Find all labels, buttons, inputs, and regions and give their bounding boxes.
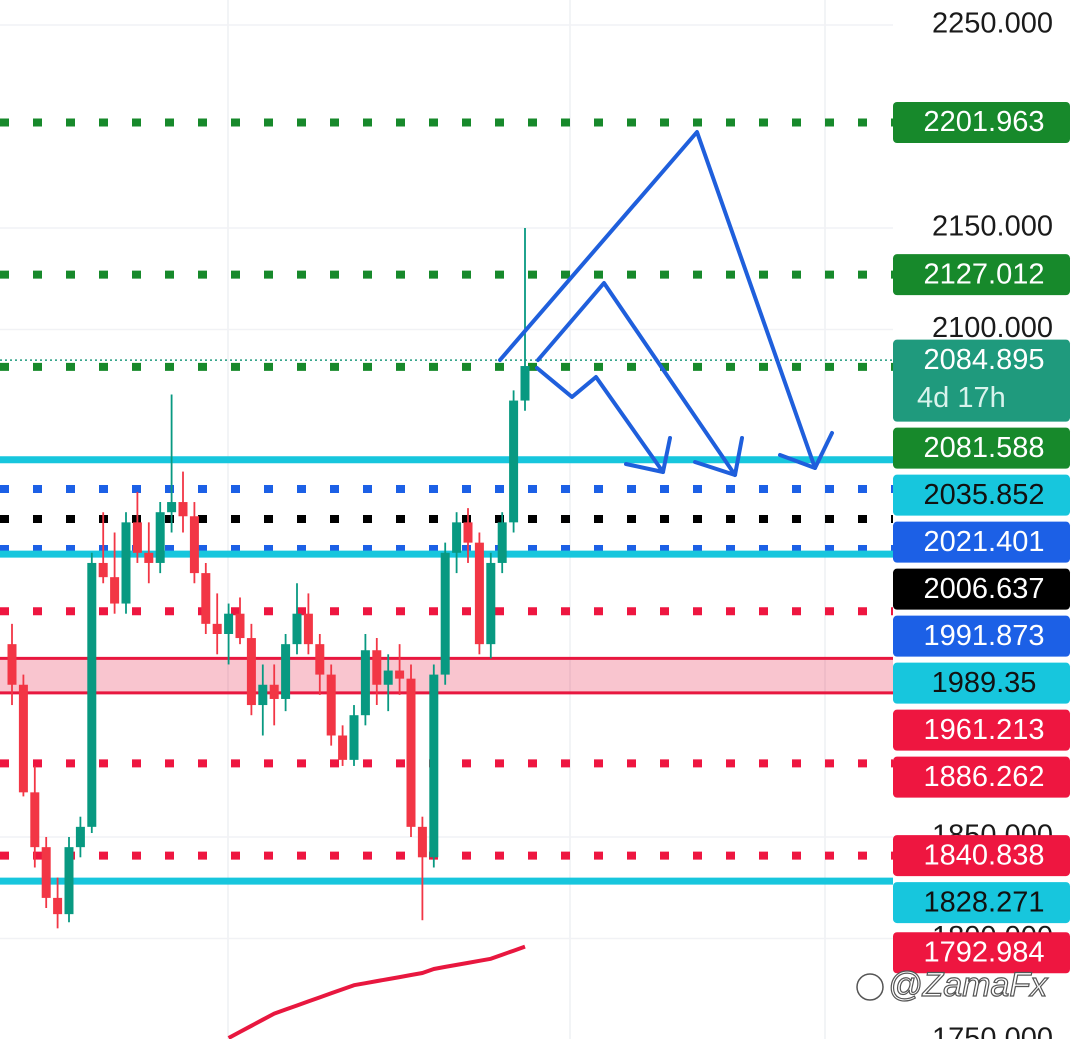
countdown: 4d 17h bbox=[917, 382, 1006, 414]
candle-body bbox=[315, 644, 325, 675]
candle-body bbox=[235, 613, 245, 639]
y-tick-label: 1750.000 bbox=[932, 1023, 1053, 1039]
price-tag bbox=[893, 521, 1070, 563]
watermark-text: @ZamaFx bbox=[888, 966, 1048, 1004]
candle-body bbox=[395, 670, 405, 679]
candle-body bbox=[41, 847, 51, 898]
candle-body bbox=[53, 897, 63, 915]
arrow-path bbox=[535, 366, 665, 474]
price-tag-label: 2084.895 bbox=[924, 344, 1045, 376]
watermark-icon bbox=[856, 973, 884, 1001]
levels bbox=[0, 118, 893, 885]
candle-body bbox=[258, 684, 268, 706]
candle-body bbox=[326, 674, 336, 736]
candle-body bbox=[383, 670, 393, 685]
candle-body bbox=[281, 644, 291, 699]
price-tag-label: 2006.637 bbox=[924, 573, 1045, 605]
price-tag-label: 1828.271 bbox=[924, 886, 1045, 918]
price-tag-label: 1991.873 bbox=[924, 620, 1045, 652]
arrow-head bbox=[624, 436, 672, 474]
price-tag bbox=[893, 339, 1070, 422]
candle-body bbox=[75, 826, 85, 848]
candle-body bbox=[224, 613, 234, 634]
candle-body bbox=[520, 366, 530, 401]
candle-body bbox=[7, 644, 17, 685]
candle-body bbox=[486, 562, 496, 645]
price-tag bbox=[893, 662, 1070, 704]
candle-body bbox=[349, 715, 359, 760]
candle-body bbox=[110, 577, 120, 604]
candle-body bbox=[440, 552, 450, 675]
price-tag bbox=[893, 709, 1070, 751]
price-tag bbox=[893, 882, 1070, 924]
candle-body bbox=[406, 678, 416, 827]
candle-body bbox=[189, 516, 199, 574]
candle-body bbox=[155, 512, 165, 563]
candle-body bbox=[509, 400, 519, 523]
candle-body bbox=[178, 502, 188, 517]
candle-body bbox=[269, 684, 279, 699]
candle-body bbox=[292, 613, 302, 645]
candle-body bbox=[64, 847, 74, 915]
candle-body bbox=[167, 502, 177, 513]
y-tick-label: 2150.000 bbox=[932, 211, 1053, 243]
moving-average bbox=[227, 944, 526, 1039]
arrow-head bbox=[778, 431, 834, 470]
candle-body bbox=[360, 650, 370, 716]
y-tick-label: 2250.000 bbox=[932, 8, 1053, 40]
price-tag-label: 1840.838 bbox=[924, 839, 1045, 871]
candle-body bbox=[303, 613, 313, 645]
price-tag bbox=[893, 615, 1070, 657]
price-tag-label: 2201.963 bbox=[924, 106, 1045, 138]
price-tag bbox=[893, 932, 1070, 974]
candle-body bbox=[98, 562, 108, 578]
arrow-path bbox=[498, 130, 817, 470]
price-tag bbox=[893, 427, 1070, 469]
candle-body bbox=[463, 522, 473, 543]
candle-body bbox=[452, 522, 462, 553]
price-tag-label: 1961.213 bbox=[924, 714, 1045, 746]
price-tags: 2201.963 2127.012 2084.895 4d 17h 2081.588 20… bbox=[893, 102, 1070, 974]
price-tag-label: 1989.35 bbox=[932, 667, 1037, 699]
candle-body bbox=[144, 552, 154, 563]
candle-body bbox=[87, 562, 97, 827]
price-tag-label: 1886.262 bbox=[924, 761, 1045, 793]
candle-body bbox=[30, 792, 40, 848]
candle-body bbox=[338, 735, 348, 760]
price-tag-label: 2081.588 bbox=[924, 432, 1045, 464]
candle-body bbox=[372, 650, 382, 685]
candle-body bbox=[121, 522, 131, 604]
arrow-head bbox=[693, 436, 744, 477]
price-tag bbox=[893, 474, 1070, 516]
price-tag bbox=[893, 756, 1070, 798]
projection-arrows bbox=[498, 130, 834, 477]
candle-body bbox=[474, 542, 484, 645]
price-tag bbox=[893, 102, 1070, 144]
price-tag bbox=[893, 254, 1070, 296]
price-tag bbox=[893, 568, 1070, 610]
candle-body bbox=[417, 826, 427, 858]
candle-body bbox=[18, 684, 28, 793]
candle-body bbox=[212, 623, 222, 634]
candle-body bbox=[132, 522, 142, 553]
candle-body bbox=[201, 573, 211, 624]
arrow-path bbox=[536, 281, 737, 477]
price-tag-label: 2035.852 bbox=[924, 479, 1045, 511]
candles bbox=[7, 228, 530, 1039]
watermark: @ZamaFx bbox=[855, 965, 1049, 1005]
y-tick-label: 2100.000 bbox=[932, 312, 1053, 344]
candle-body bbox=[497, 522, 507, 563]
candle-body bbox=[246, 638, 256, 706]
price-tag bbox=[893, 835, 1070, 877]
price-tag-label: 2127.012 bbox=[924, 258, 1045, 290]
candle-body bbox=[429, 674, 439, 858]
price-tag-label: 1792.984 bbox=[924, 936, 1045, 968]
price-tag-label: 2021.401 bbox=[924, 526, 1045, 558]
